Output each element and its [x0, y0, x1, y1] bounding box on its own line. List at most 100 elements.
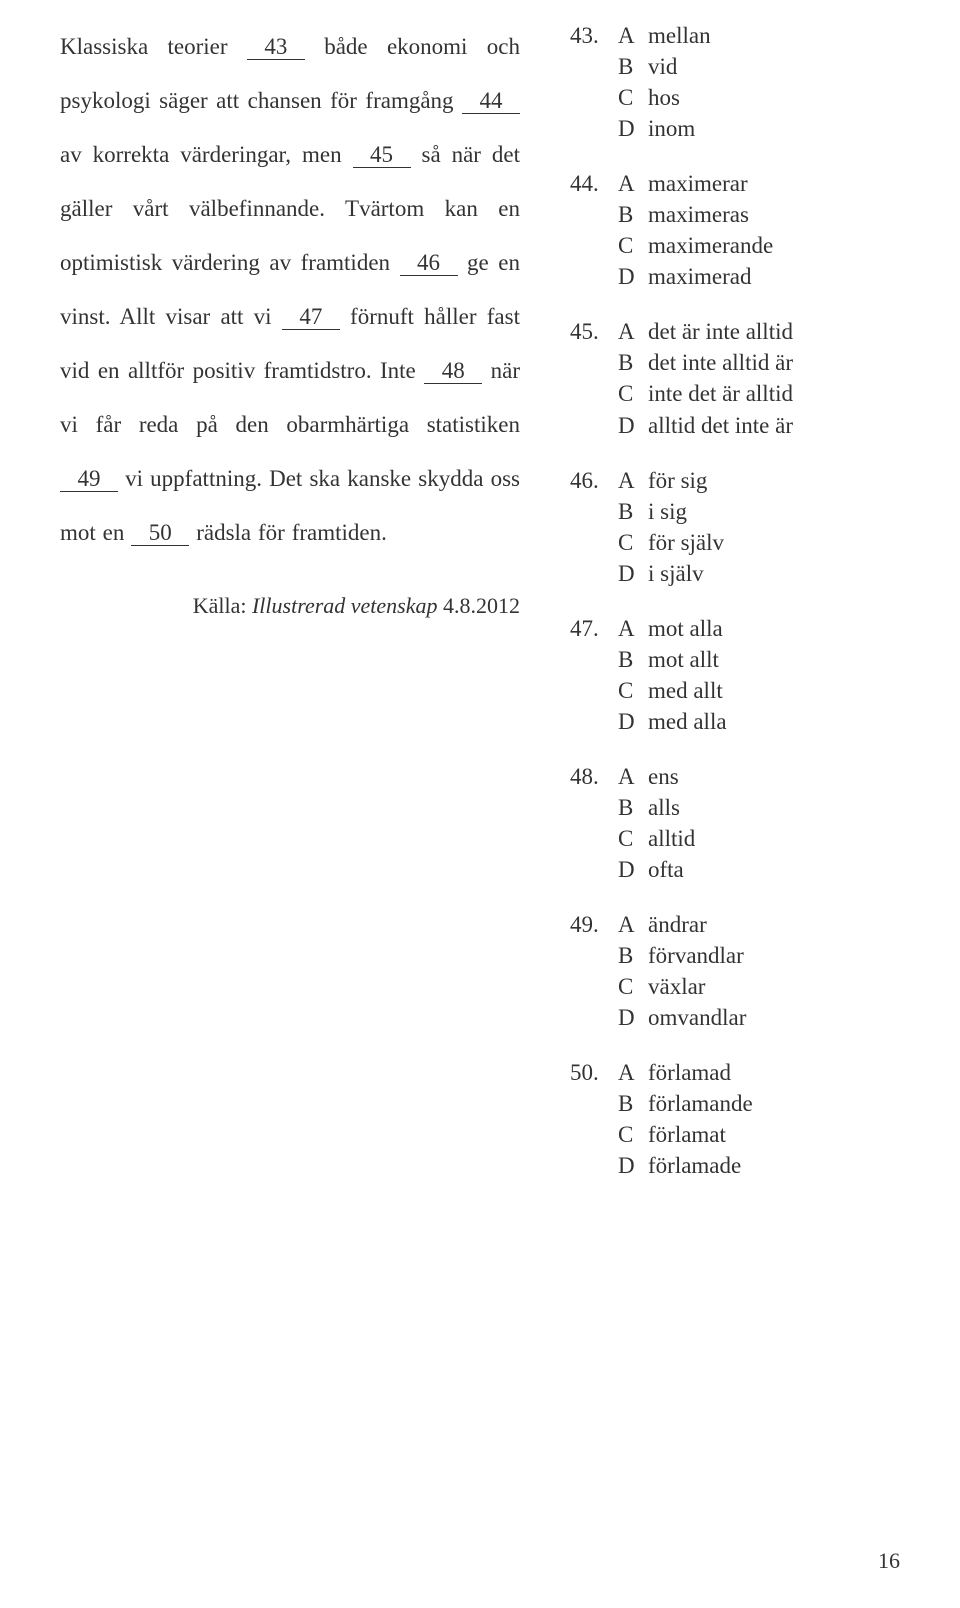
option-text: växlar — [648, 971, 705, 1002]
question-46: 46.Aför sigBi sigCför självDi själv — [570, 465, 900, 589]
option-letter: A — [618, 613, 648, 644]
option-letter: B — [618, 940, 648, 971]
option-letter: D — [618, 261, 648, 292]
option-letter: C — [618, 971, 648, 1002]
option-letter: A — [618, 316, 648, 347]
option-letter: D — [618, 854, 648, 885]
option-A: Aför sig — [618, 465, 900, 496]
blank-46: 46 — [400, 251, 458, 276]
options: Adet är inte alltidBdet inte alltid ärCi… — [618, 316, 900, 440]
option-text: med allt — [648, 675, 723, 706]
passage-text: rädsla för framtiden. — [189, 520, 387, 545]
option-C: Cmaximerande — [618, 230, 900, 261]
option-B: Bmot allt — [618, 644, 900, 675]
option-C: Cinte det är alltid — [618, 378, 900, 409]
option-text: maximeras — [648, 199, 749, 230]
options: AmaximerarBmaximerasCmaximerandeDmaximer… — [618, 168, 900, 292]
option-letter: B — [618, 347, 648, 378]
option-D: Dmed alla — [618, 706, 900, 737]
option-text: förvandlar — [648, 940, 744, 971]
option-C: Chos — [618, 82, 900, 113]
blank-48: 48 — [424, 359, 482, 384]
options: AmellanBvidChosDinom — [618, 20, 900, 144]
question-number: 45. — [570, 316, 618, 440]
option-text: förlamad — [648, 1057, 731, 1088]
option-letter: B — [618, 51, 648, 82]
option-C: Cförlamat — [618, 1119, 900, 1150]
option-letter: B — [618, 1088, 648, 1119]
option-letter: B — [618, 644, 648, 675]
option-A: Amellan — [618, 20, 900, 51]
question-number: 47. — [570, 613, 618, 737]
source-rest: 4.8.2012 — [438, 593, 521, 618]
option-letter: D — [618, 1150, 648, 1181]
option-text: mellan — [648, 20, 711, 51]
option-text: maximerar — [648, 168, 748, 199]
option-letter: C — [618, 82, 648, 113]
question-47: 47.Amot allaBmot alltCmed alltDmed alla — [570, 613, 900, 737]
option-letter: A — [618, 168, 648, 199]
option-letter: A — [618, 20, 648, 51]
option-letter: C — [618, 527, 648, 558]
question-49: 49.AändrarBförvandlarCväxlarDomvandlar — [570, 909, 900, 1033]
option-letter: D — [618, 113, 648, 144]
option-D: Dinom — [618, 113, 900, 144]
option-C: Cmed allt — [618, 675, 900, 706]
option-letter: B — [618, 199, 648, 230]
option-text: för sig — [648, 465, 707, 496]
page-number: 16 — [878, 1548, 900, 1574]
option-text: maximerad — [648, 261, 751, 292]
option-text: förlamade — [648, 1150, 741, 1181]
blank-44: 44 — [462, 89, 520, 114]
option-C: Cför själv — [618, 527, 900, 558]
question-number: 43. — [570, 20, 618, 144]
question-number: 44. — [570, 168, 618, 292]
option-text: inom — [648, 113, 695, 144]
option-letter: C — [618, 823, 648, 854]
option-B: Bvid — [618, 51, 900, 82]
option-B: Bdet inte alltid är — [618, 347, 900, 378]
options: AensBallsCalltidDofta — [618, 761, 900, 885]
option-D: Dalltid det inte är — [618, 410, 900, 441]
option-D: Domvandlar — [618, 1002, 900, 1033]
question-43: 43.AmellanBvidChosDinom — [570, 20, 900, 144]
option-letter: C — [618, 378, 648, 409]
option-text: hos — [648, 82, 680, 113]
options: Aför sigBi sigCför självDi själv — [618, 465, 900, 589]
option-A: Amot alla — [618, 613, 900, 644]
option-B: Balls — [618, 792, 900, 823]
option-text: alls — [648, 792, 680, 823]
option-C: Calltid — [618, 823, 900, 854]
question-number: 50. — [570, 1057, 618, 1181]
option-letter: D — [618, 706, 648, 737]
option-letter: D — [618, 1002, 648, 1033]
passage-text: Klassiska teorier — [60, 34, 247, 59]
option-B: Bförvandlar — [618, 940, 900, 971]
option-A: Aändrar — [618, 909, 900, 940]
option-letter: C — [618, 1119, 648, 1150]
option-letter: B — [618, 496, 648, 527]
option-text: ofta — [648, 854, 684, 885]
option-text: maximerande — [648, 230, 773, 261]
passage-column: Klassiska teorier 43 både ekonomi och ps… — [60, 20, 520, 1206]
option-text: vid — [648, 51, 677, 82]
option-letter: B — [618, 792, 648, 823]
question-number: 48. — [570, 761, 618, 885]
option-C: Cväxlar — [618, 971, 900, 1002]
option-A: Aförlamad — [618, 1057, 900, 1088]
option-text: omvandlar — [648, 1002, 746, 1033]
option-B: Bi sig — [618, 496, 900, 527]
option-text: för själv — [648, 527, 724, 558]
blank-49: 49 — [60, 467, 118, 492]
question-50: 50.AförlamadBförlamandeCförlamatDförlama… — [570, 1057, 900, 1181]
blank-43: 43 — [247, 35, 305, 60]
option-letter: A — [618, 909, 648, 940]
option-letter: A — [618, 1057, 648, 1088]
blank-50: 50 — [131, 521, 189, 546]
option-A: Aens — [618, 761, 900, 792]
option-text: det är inte alltid — [648, 316, 793, 347]
option-D: Dofta — [618, 854, 900, 885]
option-text: det inte alltid är — [648, 347, 793, 378]
option-letter: D — [618, 558, 648, 589]
option-letter: C — [618, 230, 648, 261]
